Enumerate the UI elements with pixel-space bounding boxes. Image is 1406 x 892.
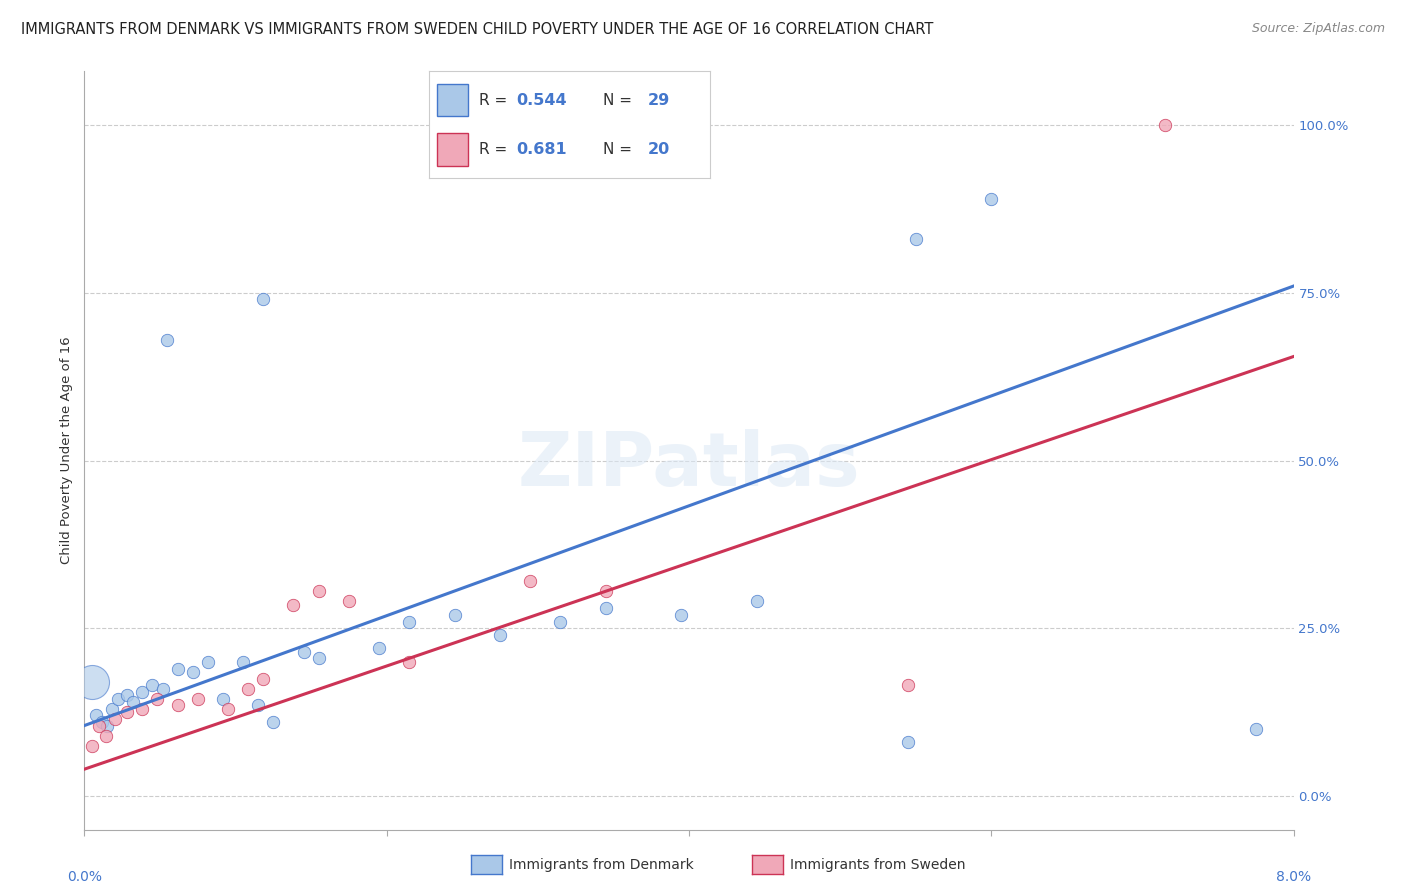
Point <box>745 594 768 608</box>
Y-axis label: Child Poverty Under the Age of 16: Child Poverty Under the Age of 16 <box>60 336 73 565</box>
Point <box>107 691 129 706</box>
Point <box>131 685 153 699</box>
Point <box>94 729 117 743</box>
Point <box>86 708 108 723</box>
Point <box>152 681 174 696</box>
Text: 20: 20 <box>648 142 671 157</box>
Point <box>252 672 274 686</box>
Point <box>398 655 420 669</box>
Point <box>292 645 315 659</box>
Point <box>671 607 693 622</box>
Text: N =: N = <box>603 142 637 157</box>
Point <box>595 601 617 615</box>
Point <box>519 574 541 589</box>
Point <box>308 651 330 665</box>
Text: Immigrants from Denmark: Immigrants from Denmark <box>509 858 693 872</box>
Text: IMMIGRANTS FROM DENMARK VS IMMIGRANTS FROM SWEDEN CHILD POVERTY UNDER THE AGE OF: IMMIGRANTS FROM DENMARK VS IMMIGRANTS FR… <box>21 22 934 37</box>
Point <box>252 293 274 307</box>
Text: N =: N = <box>603 93 637 108</box>
Point <box>96 718 118 732</box>
Point <box>550 615 572 629</box>
Point <box>443 607 465 622</box>
Point <box>80 739 103 753</box>
Point <box>91 715 114 730</box>
Point <box>80 675 103 690</box>
Point <box>146 691 169 706</box>
Point <box>167 698 190 713</box>
Point <box>232 655 254 669</box>
Point <box>247 698 270 713</box>
Point <box>1244 722 1267 736</box>
Bar <box>437 84 468 116</box>
Point <box>187 691 209 706</box>
Point <box>337 594 360 608</box>
Point <box>897 678 920 692</box>
Point <box>281 598 304 612</box>
Point <box>398 615 420 629</box>
Point <box>308 584 330 599</box>
Point <box>181 665 204 679</box>
Point <box>156 333 179 347</box>
Text: R =: R = <box>479 93 513 108</box>
Point <box>115 689 138 703</box>
Text: Source: ZipAtlas.com: Source: ZipAtlas.com <box>1251 22 1385 36</box>
Bar <box>437 134 468 166</box>
Text: 0.0%: 0.0% <box>67 870 101 884</box>
Text: R =: R = <box>479 142 513 157</box>
Text: ZIPatlas: ZIPatlas <box>517 429 860 502</box>
Point <box>980 192 1002 206</box>
Point <box>89 718 111 732</box>
Point <box>104 712 127 726</box>
Text: 8.0%: 8.0% <box>1277 870 1310 884</box>
Point <box>141 678 163 692</box>
Text: 0.544: 0.544 <box>516 93 567 108</box>
Point <box>115 705 138 719</box>
Point <box>368 641 391 656</box>
Point <box>131 702 153 716</box>
Point <box>489 628 512 642</box>
Text: 29: 29 <box>648 93 671 108</box>
Point <box>262 715 284 730</box>
Text: Immigrants from Sweden: Immigrants from Sweden <box>790 858 966 872</box>
Point <box>595 584 617 599</box>
Point <box>1154 118 1177 132</box>
Point <box>217 702 239 716</box>
Point <box>904 232 927 246</box>
Point <box>197 655 219 669</box>
Point <box>897 735 920 749</box>
Point <box>167 661 190 675</box>
Point <box>121 695 143 709</box>
Point <box>212 691 235 706</box>
Point <box>236 681 259 696</box>
Point <box>100 702 122 716</box>
Text: 0.681: 0.681 <box>516 142 567 157</box>
